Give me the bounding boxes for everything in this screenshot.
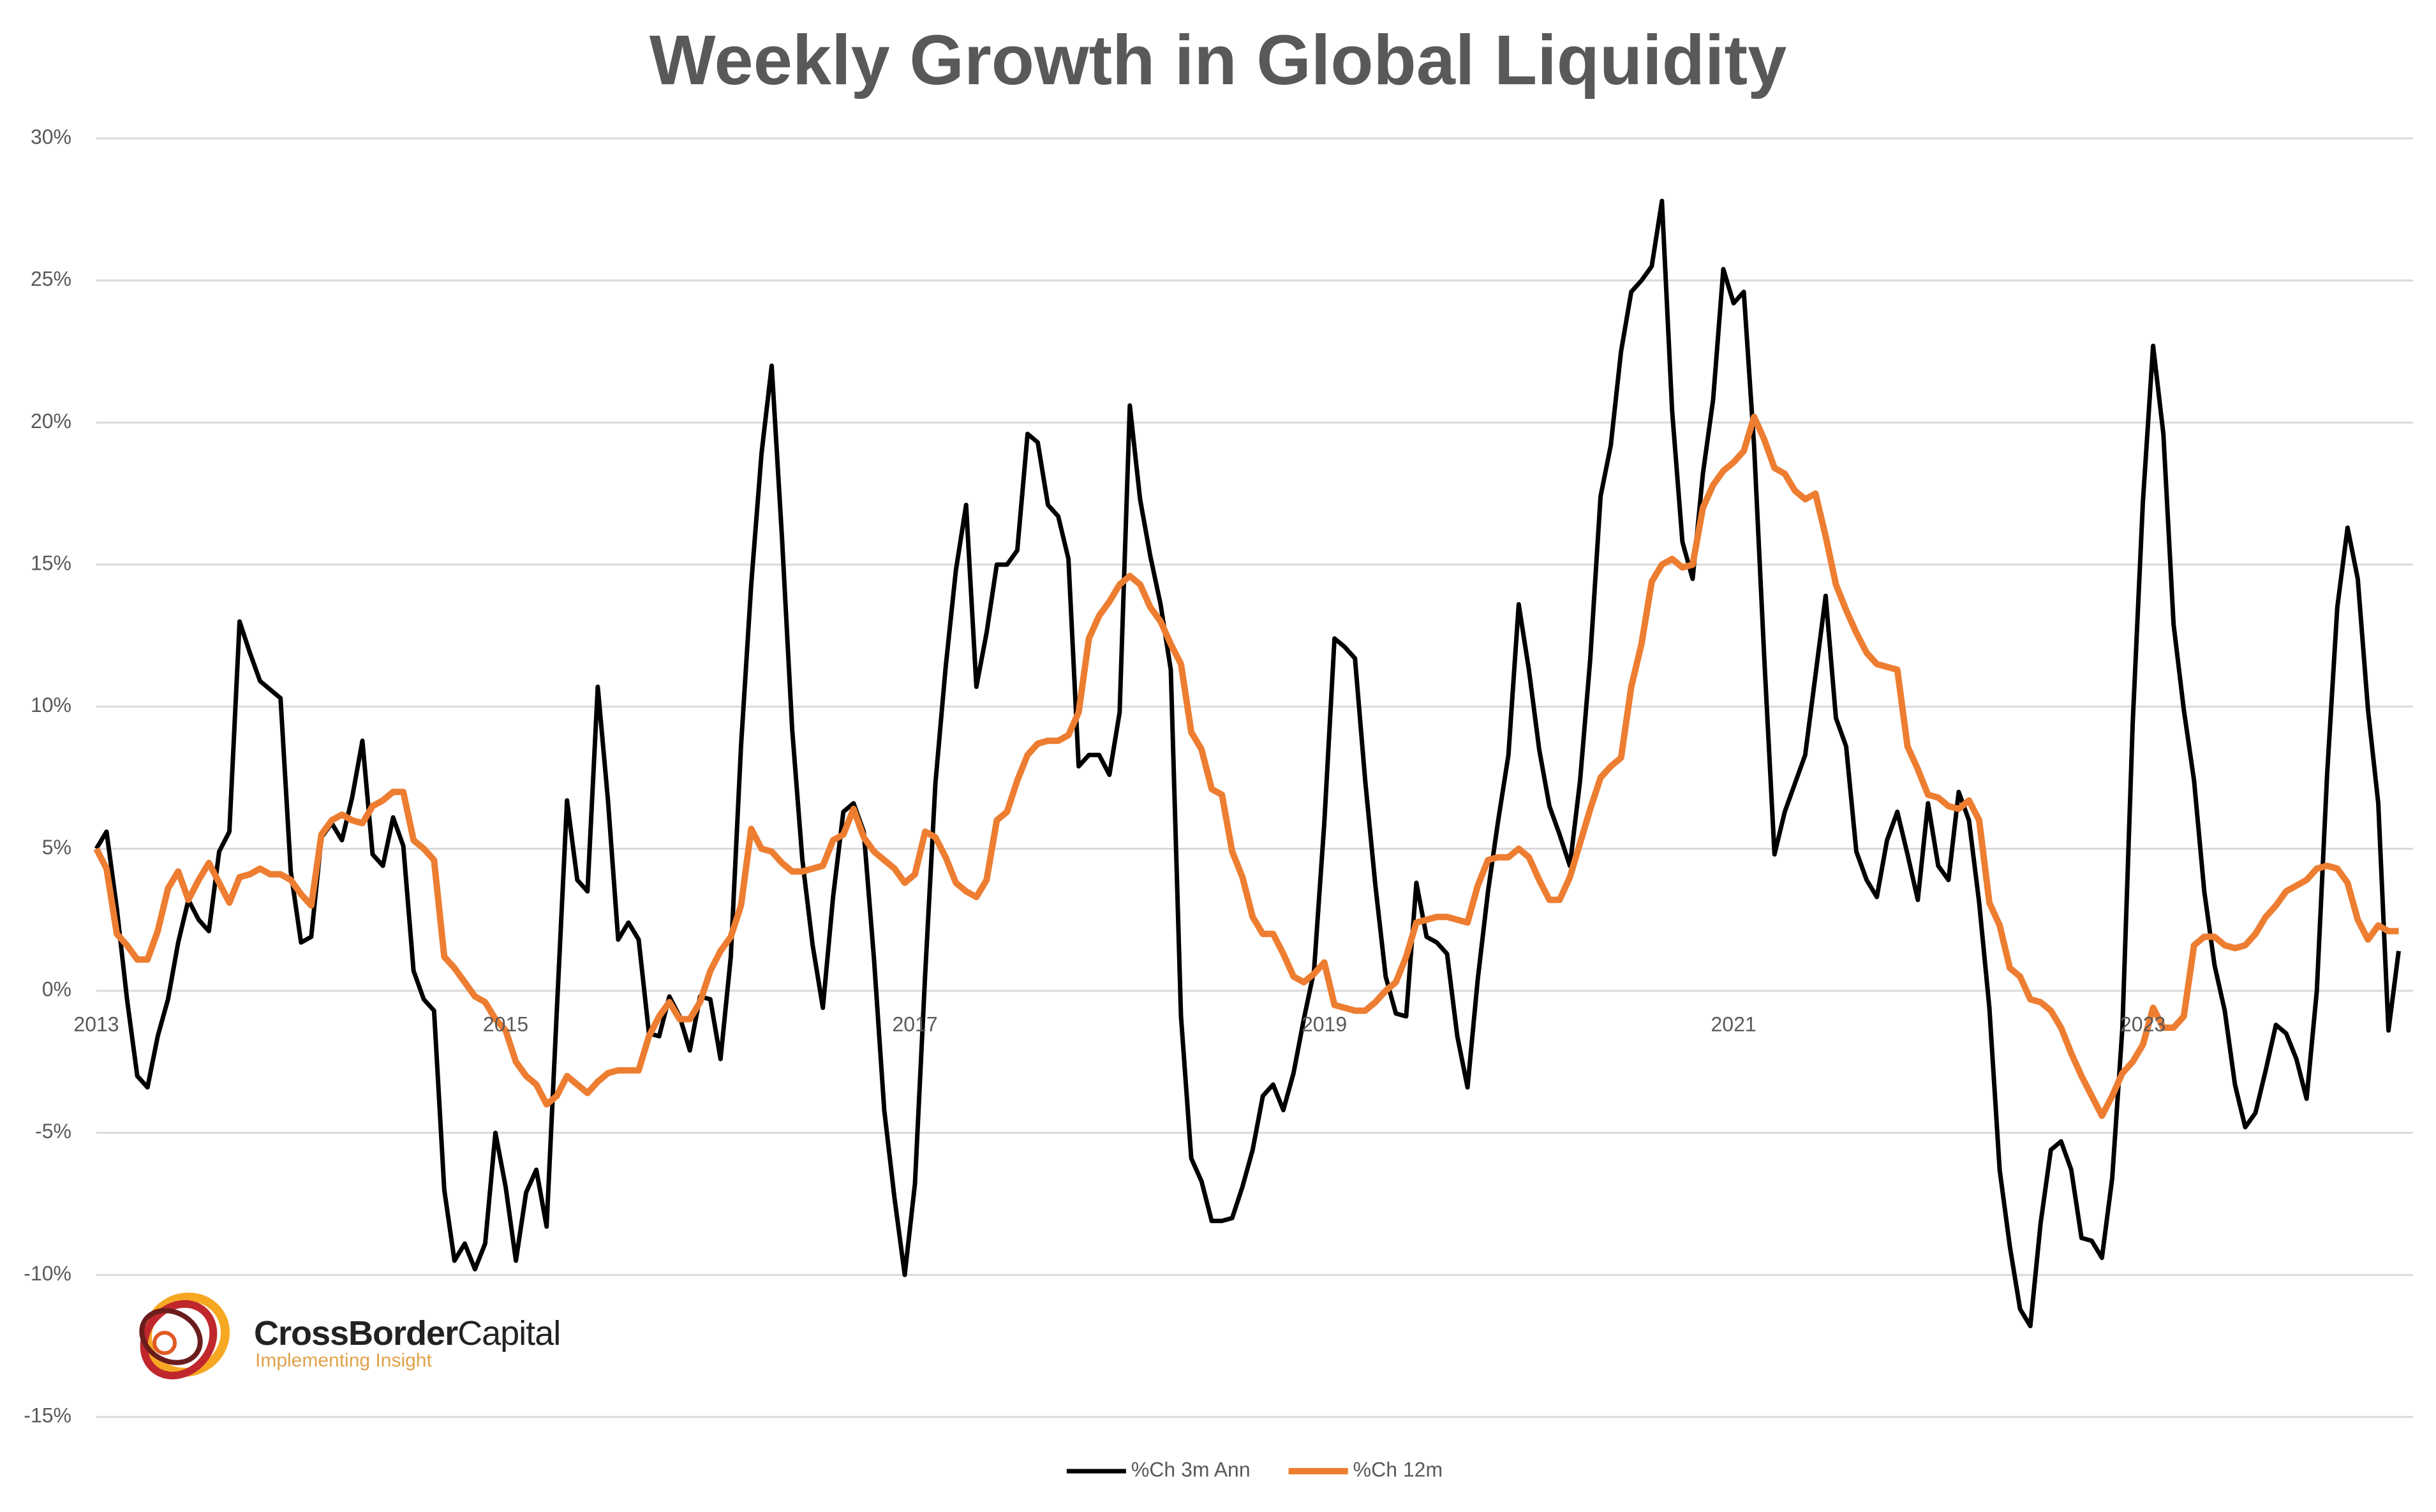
y-tick-label: 5% [42, 836, 71, 859]
x-tick-label: 2013 [73, 1012, 119, 1035]
logo-ring [139, 1308, 203, 1365]
logo-name-bold: CrossBorder [254, 1314, 458, 1353]
logo-ring [152, 1331, 177, 1355]
x-tick-label: 2015 [483, 1012, 528, 1035]
logo-name: CrossBorderCapital [254, 1314, 560, 1353]
y-tick-label: 10% [31, 693, 71, 716]
logo-icon [139, 1292, 230, 1380]
legend: %Ch 3m Ann %Ch 12m [1066, 1458, 1443, 1481]
x-tick-label: 2017 [892, 1012, 937, 1035]
legend-label: %Ch 12m [1353, 1458, 1443, 1481]
y-tick-label: 0% [42, 977, 71, 1000]
x-tick-label: 2021 [1711, 1012, 1756, 1035]
x-tick-label: 2019 [1302, 1012, 1347, 1035]
series-line [93, 413, 2399, 1119]
y-tick-label: 25% [31, 267, 71, 290]
logo: CrossBorderCapital Implementing Insight [124, 1279, 595, 1391]
y-tick-label: -10% [24, 1262, 71, 1285]
plot-lines [93, 198, 2401, 1328]
x-tick-label: 2023 [2120, 1012, 2165, 1035]
logo-name-light: Capital [457, 1314, 560, 1353]
chart-title: Weekly Growth in Global Liquidity [650, 21, 1787, 100]
legend-label: %Ch 3m Ann [1131, 1458, 1251, 1481]
y-tick-label: 30% [31, 125, 71, 148]
legend-item: %Ch 3m Ann [1066, 1458, 1251, 1481]
y-tick-label: -15% [24, 1404, 71, 1427]
y-tick-label: 15% [31, 551, 71, 574]
logo-ring [140, 1300, 218, 1380]
y-tick-label: -5% [35, 1120, 71, 1143]
y-tick-label: 20% [31, 410, 71, 433]
logo-tagline: Implementing Insight [255, 1350, 432, 1371]
legend-item: %Ch 12m [1288, 1458, 1443, 1481]
series-line [94, 198, 2401, 1328]
